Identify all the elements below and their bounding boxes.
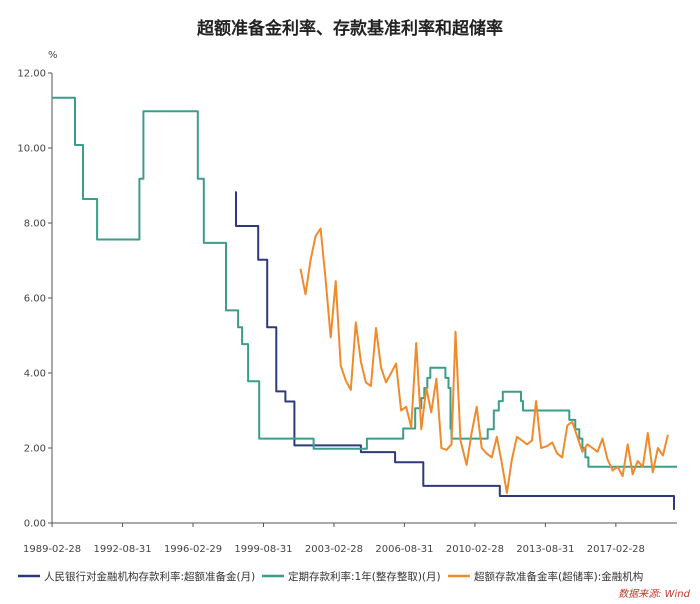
x-tick-label: 1989-02-28: [23, 544, 81, 555]
y-tick-label: 8.00: [24, 219, 46, 230]
legend-label-1: 人民银行对金融机构存款利率:超额准备金(月): [44, 570, 255, 583]
x-tick-label: 2003-02-28: [305, 544, 363, 555]
x-tick-label: 1992-08-31: [93, 544, 151, 555]
chart-title: 超额准备金利率、存款基准利率和超储率: [197, 18, 503, 39]
y-tick-label: 6.00: [24, 294, 46, 305]
series-lines: [52, 96, 677, 510]
legend-label-3: 超额存款准备金率(超储率):金融机构: [474, 570, 643, 583]
x-tick-label: 2013-08-31: [516, 544, 574, 555]
series-line-1: [235, 191, 675, 510]
x-tick-label: 1999-08-31: [234, 544, 292, 555]
series-line-2: [52, 96, 677, 468]
series-line-3: [299, 227, 669, 494]
legend: 人民银行对金融机构存款利率:超额准备金(月) 定期存款利率:1年(整存整取)(月)…: [18, 570, 643, 583]
y-tick-label: 12.00: [17, 69, 46, 80]
y-tick-label: 0.00: [24, 519, 46, 530]
data-source-note: 数据来源: Wind: [618, 588, 691, 600]
y-tick-label: 4.00: [24, 369, 46, 380]
y-tick-label: 2.00: [24, 444, 46, 455]
plot-axes: [51, 73, 677, 524]
x-tick-label: 1996-02-29: [164, 544, 222, 555]
x-tick-label: 2006-08-31: [375, 544, 433, 555]
y-axis-ticks: 0.00 2.00 4.00 6.00 8.00 10.00 12.00: [17, 69, 52, 530]
x-tick-label: 2010-02-28: [446, 544, 504, 555]
x-axis-ticks: 1989-02-28 1992-08-31 1996-02-29 1999-08-31…: [23, 523, 645, 555]
x-tick-label: 2017-02-28: [587, 544, 645, 555]
y-tick-label: 10.00: [17, 144, 46, 155]
y-axis-unit: %: [48, 50, 58, 61]
legend-label-2: 定期存款利率:1年(整存整取)(月): [288, 570, 441, 583]
